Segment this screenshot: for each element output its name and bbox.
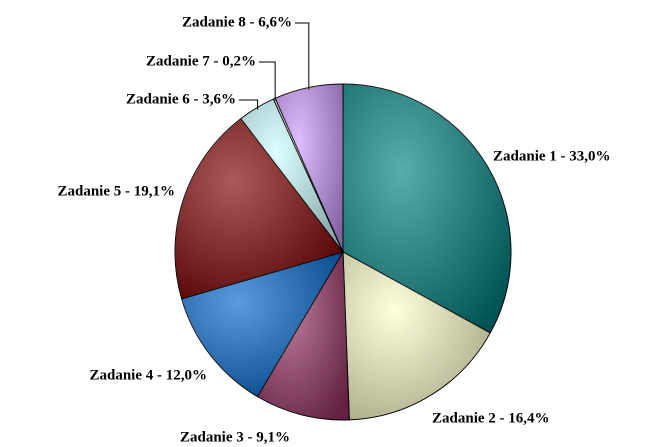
slice-label: Zadanie 3 - 9,1% <box>180 429 290 445</box>
slice-shade <box>257 252 350 421</box>
slice-shade <box>181 252 343 397</box>
leader-line <box>259 61 276 101</box>
slice-label: Zadanie 4 - 12,0% <box>89 367 207 383</box>
leader-line <box>239 99 259 110</box>
slice-label: Zadanie 7 - 0,2% <box>146 53 256 69</box>
slice-shade <box>343 252 491 420</box>
slice-shade <box>174 118 343 299</box>
slice-label: Zadanie 8 - 6,6% <box>182 14 292 30</box>
slice-label: Zadanie 5 - 19,1% <box>57 183 175 199</box>
slice-shade <box>275 84 343 252</box>
slice-label: Zadanie 6 - 3,6% <box>126 91 236 107</box>
leader-line <box>295 22 310 90</box>
slice-shade <box>343 84 511 333</box>
slice-label: Zadanie 1 - 33,0% <box>493 148 611 164</box>
slice-label: Zadanie 2 - 16,4% <box>432 410 550 426</box>
slice-shade <box>240 99 343 252</box>
